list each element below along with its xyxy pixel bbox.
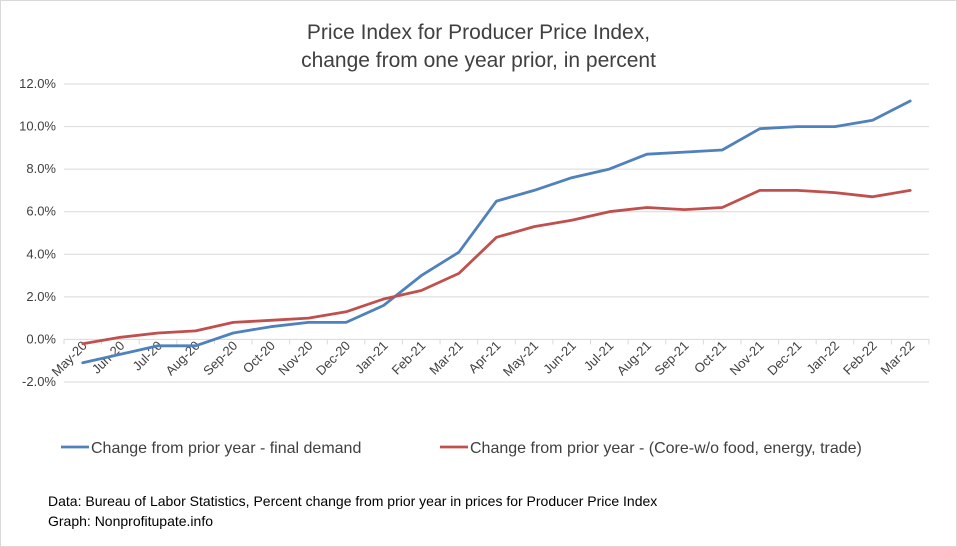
data-source-note: Data: Bureau of Labor Statistics, Percen… [48,493,658,509]
x-tick-label: Nov-21 [727,338,767,378]
x-tick-label: Dec-21 [764,338,804,378]
x-tick-label: Feb-22 [840,338,880,378]
x-tick-label: Feb-21 [389,338,429,378]
x-tick-label: Oct-20 [240,338,278,376]
x-tick-label: Mar-22 [878,338,918,378]
x-tick-label: Jul-20 [129,338,165,374]
x-tick-label: Oct-21 [691,338,729,376]
series-line-2 [81,188,912,346]
x-tick-label: Jun-21 [540,338,579,377]
chart-title-line-2: change from one year prior, in percent [301,49,656,72]
x-tick-label: Sep-21 [651,338,691,378]
x-tick-label: Aug-21 [614,338,654,378]
legend-label-2: Change from prior year - (Core-w/o food,… [470,440,862,457]
x-tick-label: Jan-22 [803,338,842,377]
x-tick-label: Apr-21 [465,338,503,376]
x-tick-label: Dec-20 [313,338,353,378]
y-tick-label: 0.0% [26,331,56,346]
y-tick-label: 10.0% [19,119,56,134]
x-tick-label: Nov-20 [275,338,315,378]
y-tick-label: 2.0% [26,289,56,304]
x-tick-label: Jan-21 [352,338,391,377]
x-tick-label: Jul-21 [581,338,617,374]
x-tick-label: May-21 [500,338,541,379]
graph-credit-note: Graph: Nonprofitupate.info [48,513,213,529]
y-tick-label: 6.0% [26,204,56,219]
gridlines [63,83,930,383]
legend: Change from prior year - final demand Cha… [61,440,862,457]
y-tick-label: -2.0% [22,374,56,389]
series-line-1 [81,99,912,365]
y-tick-label: 8.0% [26,161,56,176]
y-tick-label: 12.0% [19,76,56,91]
y-axis-tick-labels: -2.0% 0.0% 2.0% 4.0% 6.0% 8.0% 10.0% 12.0% [19,76,56,389]
series-lines [81,99,912,365]
x-tick-label: Sep-20 [200,338,240,378]
chart-title-line-1: Price Index for Producer Price Index, [306,21,651,44]
legend-label-1: Change from prior year - final demand [91,440,361,457]
x-tick-label: Mar-21 [426,338,466,378]
y-tick-label: 4.0% [26,246,56,261]
